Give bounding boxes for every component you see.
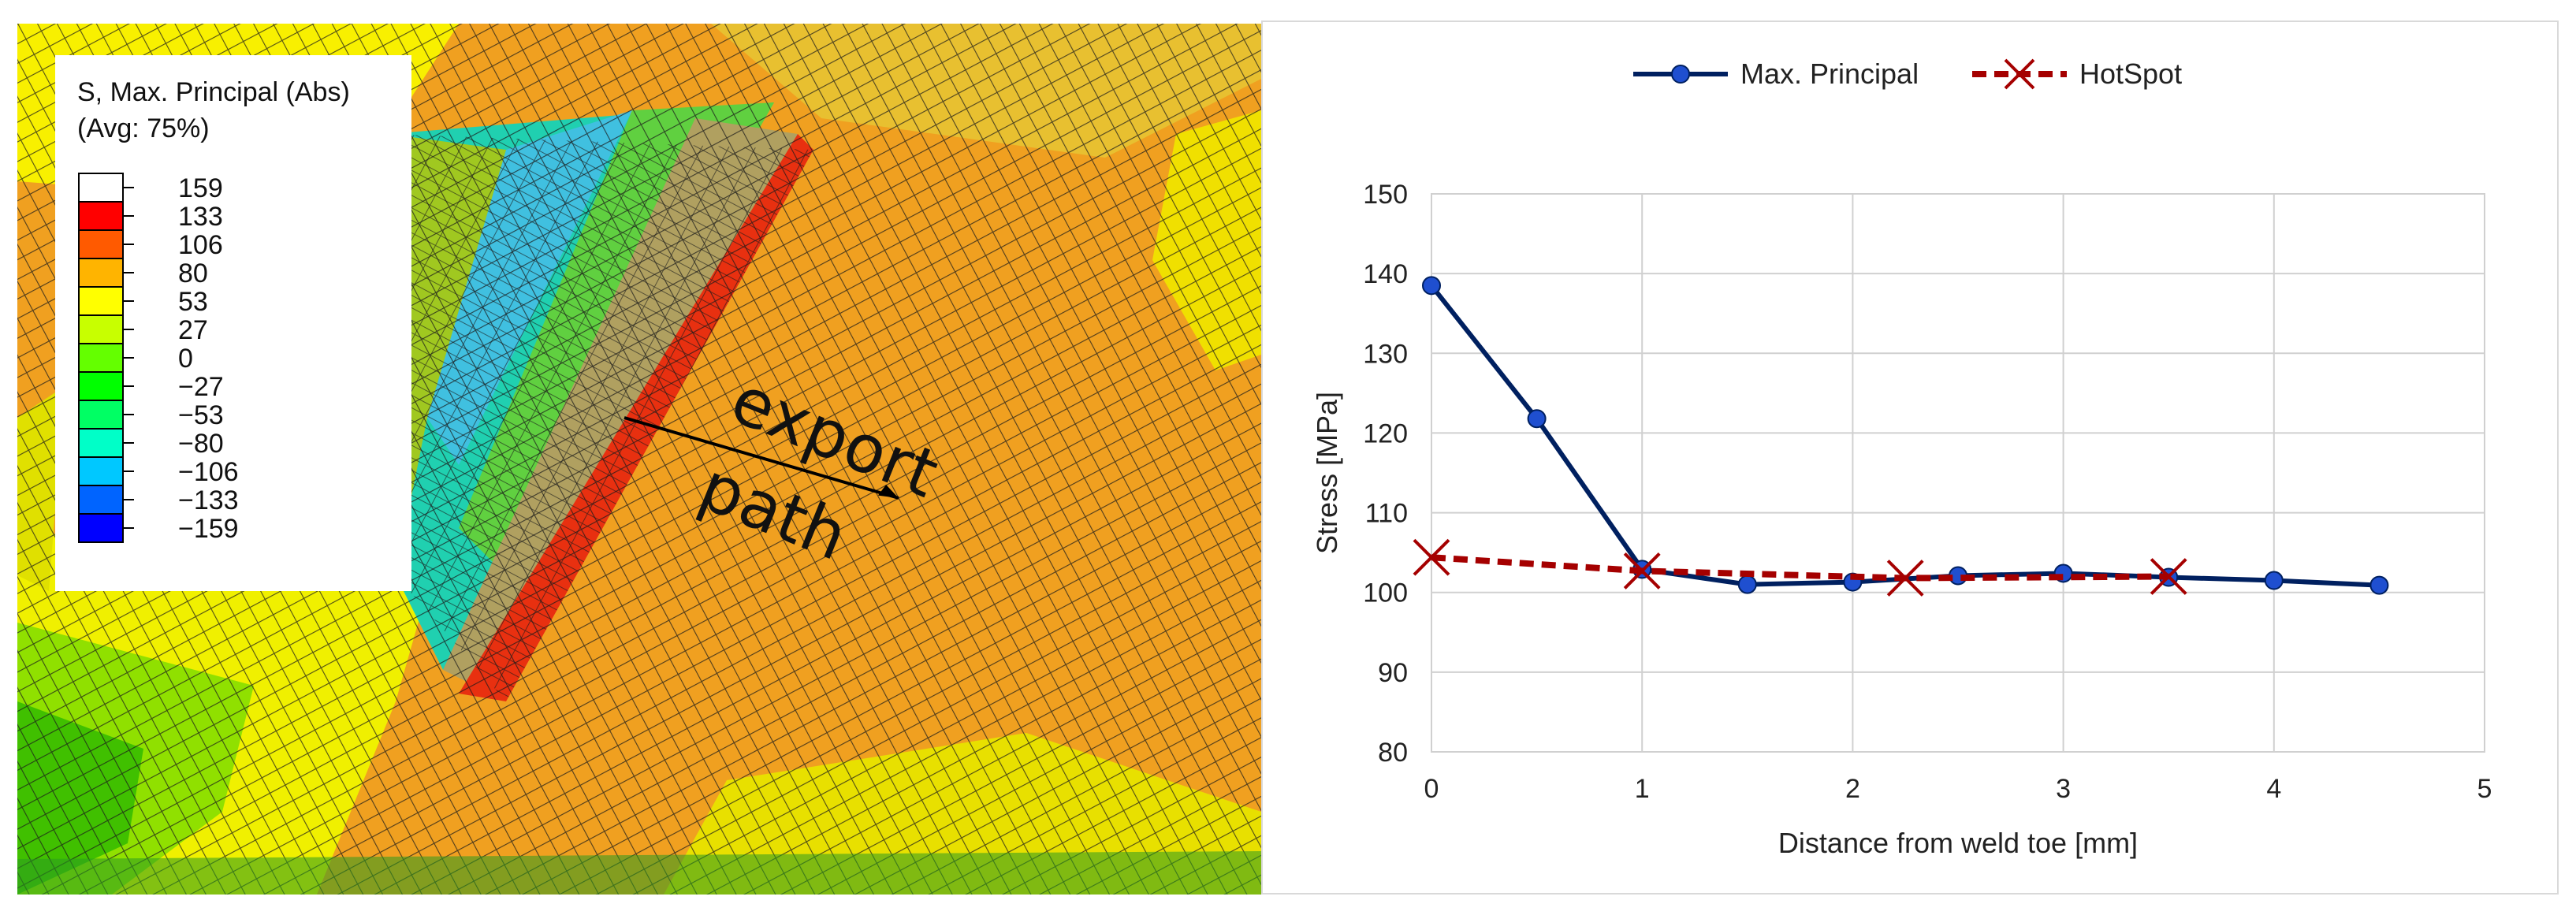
data-point-hotspot (2150, 558, 2187, 595)
series-line-hotspot (1431, 554, 2169, 582)
x-tick-label: 4 (2266, 774, 2281, 804)
legend-band (78, 400, 124, 430)
legend-band (78, 314, 124, 344)
y-axis-label: Stress [MPa] (1311, 392, 1343, 554)
y-tick-label: 120 (1363, 418, 1408, 448)
legend-entry-max-principal: Max. Principal (1633, 58, 1919, 90)
legend-level-label: 159 (178, 173, 223, 203)
legend-subtitle: (Avg: 75%) (77, 113, 210, 143)
chart-canvas: 80 90 100 110 120 130 140 150 0 1 2 3 4 5 Distance fro… (1311, 58, 2492, 859)
legend-level-label: −133 (178, 485, 239, 515)
plot-area-border (1431, 193, 2485, 753)
legend-band (78, 456, 124, 486)
export-path-line (624, 416, 899, 500)
y-tick-label: 110 (1365, 499, 1408, 529)
x-marker-stroke (1886, 560, 1924, 597)
y-tick-label: 80 (1378, 738, 1408, 768)
legend-level-label: 53 (178, 287, 208, 317)
legend-band (78, 286, 124, 316)
legend-band (78, 343, 124, 373)
legend-band (78, 229, 124, 259)
legend-level-label: 133 (178, 202, 223, 232)
x-marker-stroke (1413, 538, 1450, 576)
data-point-max-principal (1527, 409, 1547, 429)
legend-circle-marker-icon (1671, 65, 1690, 84)
y-tick-label: 100 (1363, 578, 1408, 608)
x-marker-stroke (2150, 558, 2187, 595)
data-point-hotspot (1413, 538, 1450, 576)
y-tick-label: 90 (1378, 658, 1408, 688)
legend-band (78, 485, 124, 515)
legend-level-label: 0 (178, 344, 193, 374)
legend-level-label: 80 (178, 259, 208, 288)
legend-x-marker-icon (2004, 58, 2035, 90)
data-point-max-principal (2369, 575, 2389, 595)
legend-band (78, 513, 124, 543)
legend-level-label: −53 (178, 400, 224, 430)
plate-edge (17, 851, 1261, 895)
x-tick-label: 1 (1635, 774, 1650, 804)
contour-legend: S, Max. Principal (Abs) (Avg: 75%) 159 13… (55, 55, 411, 591)
x-tick-label: 0 (1424, 774, 1439, 804)
legend-band-cap (78, 173, 124, 203)
y-tick-label: 130 (1363, 339, 1408, 369)
legend-band (78, 258, 124, 288)
legend-level-label: 106 (178, 230, 223, 260)
export-path-arrowhead-icon (877, 484, 899, 498)
series-line-max-principal (1429, 284, 2380, 588)
legend-entry-hotspot: HotSpot (1972, 58, 2182, 90)
legend-band (78, 371, 124, 401)
stress-chart: 80 90 100 110 120 130 140 150 0 1 2 3 4 5 Distance fro… (1261, 20, 2559, 895)
data-point-max-principal (2264, 571, 2284, 590)
data-point-max-principal (1737, 575, 1757, 594)
data-point-max-principal (1422, 276, 1441, 296)
legend-entry-label: HotSpot (2079, 58, 2182, 90)
legend-band (78, 428, 124, 458)
legend-title: S, Max. Principal (Abs) (77, 77, 350, 107)
x-marker-stroke (1623, 552, 1661, 590)
legend-entry-label: Max. Principal (1740, 58, 1919, 90)
data-point-hotspot (1623, 552, 1661, 590)
data-point-hotspot (1886, 560, 1924, 597)
x-tick-label: 2 (1845, 774, 1860, 804)
legend-level-label: −80 (178, 429, 224, 459)
legend-level-label: 27 (178, 315, 208, 345)
legend-level-label: −159 (178, 514, 239, 544)
legend-band (78, 201, 124, 231)
legend-level-label: −27 (178, 372, 224, 402)
legend-level-label: −106 (178, 457, 239, 487)
x-axis-label: Distance from weld toe [mm] (1778, 827, 2138, 859)
y-tick-label: 140 (1363, 259, 1408, 289)
fem-contour-plot: export path S, Max. Principal (Abs) (Avg… (17, 24, 1261, 895)
weld-mesh-grid (388, 134, 813, 701)
y-tick-label: 150 (1363, 180, 1408, 210)
x-tick-label: 3 (2056, 774, 2071, 804)
x-tick-label: 5 (2477, 774, 2492, 804)
